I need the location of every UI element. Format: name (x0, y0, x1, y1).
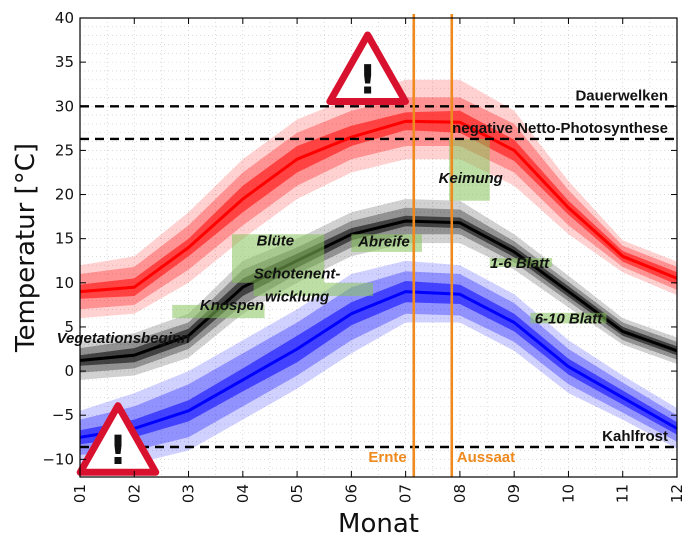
threshold-label-1: negative Netto-Photosynthese (452, 120, 668, 137)
phase-box-1 (172, 304, 265, 319)
x-axis-title: Monat (338, 509, 419, 539)
plot-frame (79, 17, 678, 478)
phase-label-7: 1-6 Blatt (490, 255, 550, 272)
phase-box-6 (449, 138, 490, 201)
phase-boxes (172, 138, 607, 324)
threshold-label-2: Kahlfrost (602, 428, 668, 445)
x-tick-label-7: 08 (451, 484, 469, 503)
band-inner-1 (80, 215, 677, 366)
phase-label-5: Abreife (357, 234, 410, 251)
chart-labels: Dauerwelken negative Netto-Photosynthese K… (57, 87, 668, 466)
y-tick-label-5: 15 (55, 230, 74, 248)
x-tick-label-5: 06 (342, 484, 360, 503)
harvest-sowing-lines (412, 14, 454, 477)
threshold-lines (80, 105, 677, 449)
band-outermost-2 (80, 260, 677, 464)
phase-box-2 (231, 234, 325, 283)
phase-box-5 (351, 234, 422, 252)
phase-label-4: wicklung (265, 288, 329, 305)
phase-box-8 (530, 312, 607, 324)
y-tick-label-8: 30 (55, 97, 74, 115)
x-tick-label-4: 05 (288, 484, 306, 503)
phase-box-7 (489, 258, 553, 267)
phase-box-4 (253, 282, 374, 297)
warning-mark-1: ! (109, 428, 127, 474)
warning-triangle-1 (76, 402, 160, 476)
x-tick-label-11: 12 (668, 484, 686, 503)
y-tick-label-0: −10 (42, 450, 74, 468)
band-inner-0 (80, 110, 677, 299)
phase-label-1: Knospen (200, 297, 264, 314)
marker-label-0: Ernte (368, 449, 406, 466)
phase-label-0: Vegetationsbeginn (57, 330, 191, 347)
x-tick-label-0: 01 (71, 484, 89, 503)
x-tick-label-6: 07 (397, 484, 415, 503)
x-tick-label-1: 02 (125, 484, 143, 503)
y-tick-label-3: 5 (64, 318, 74, 336)
warning-signs: !! (76, 31, 409, 476)
y-tick-label-6: 20 (55, 186, 74, 204)
band-outer-0 (80, 97, 677, 310)
series-line-0 (79, 119, 678, 294)
x-tick-label-2: 03 (180, 484, 198, 503)
series-line-1 (79, 219, 678, 362)
y-tick-label-10: 40 (55, 9, 74, 27)
warning-mark-0: ! (359, 57, 377, 103)
x-tick-label-3: 04 (234, 484, 252, 503)
marker-label-1: Aussaat (457, 449, 515, 466)
y-axis-title: Temperatur [°C] (11, 143, 41, 353)
series-line-2 (79, 290, 678, 439)
band-outermost-0 (80, 79, 677, 319)
warning-triangle-0 (326, 31, 409, 106)
phase-label-2: Blüte (257, 233, 295, 250)
x-tick-label-8: 09 (505, 484, 523, 503)
y-tick-label-4: 10 (55, 274, 74, 292)
threshold-label-0: Dauerwelken (575, 87, 668, 104)
phase-label-3: Schotenent- (254, 265, 341, 282)
series-lines (79, 119, 678, 439)
y-tick-label-1: −5 (52, 406, 74, 424)
y-tick-label-9: 35 (55, 53, 74, 71)
x-tick-label-9: 10 (559, 484, 577, 503)
grid-lines (79, 17, 678, 478)
band-outer-2 (80, 271, 677, 455)
phase-label-8: 6-10 Blatt (535, 310, 604, 327)
x-tick-label-10: 11 (614, 484, 632, 503)
phase-label-6: Keimung (439, 170, 503, 187)
y-tick-label-2: 0 (64, 362, 74, 380)
y-tick-label-7: 25 (55, 141, 74, 159)
